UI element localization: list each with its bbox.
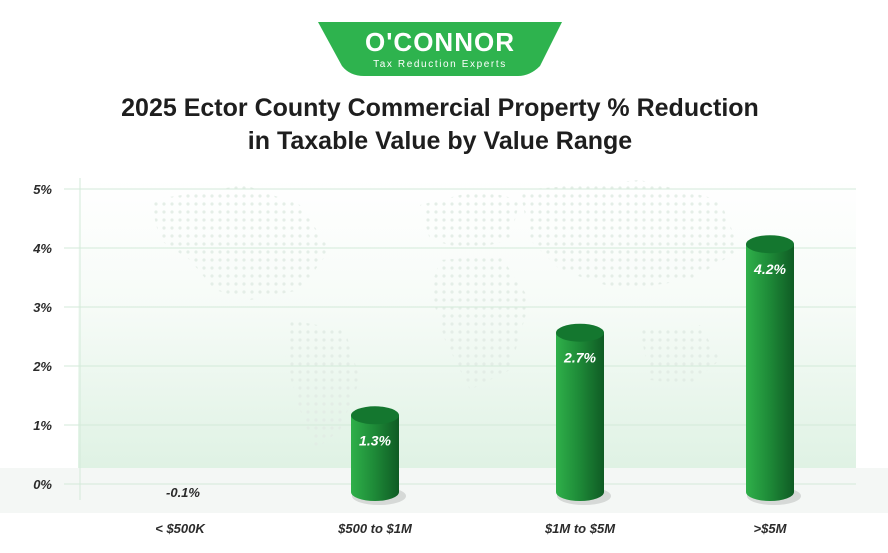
y-tick-label: 2% xyxy=(32,359,52,374)
bar-value-label: 1.3% xyxy=(359,432,391,448)
y-tick-label: 5% xyxy=(33,182,52,197)
x-category-label: >$5M xyxy=(754,521,788,536)
chart-title-line-2: in Taxable Value by Value Range xyxy=(248,127,633,155)
bar-value-label: -0.1% xyxy=(166,485,200,500)
y-tick-label: 3% xyxy=(33,300,52,315)
y-tick-label: 0% xyxy=(33,477,52,492)
bar-value-label: 2.7% xyxy=(563,350,596,366)
bar xyxy=(351,406,406,505)
x-category-label: $1M to $5M xyxy=(544,521,616,536)
x-category-label: < $500K xyxy=(155,521,206,536)
brand-name: O'CONNOR xyxy=(365,27,515,57)
floor-band xyxy=(0,468,888,513)
brand-tagline: Tax Reduction Experts xyxy=(373,59,507,70)
world-map-watermark xyxy=(150,180,740,450)
y-axis: 0% 1% 2% 3% 4% 5% xyxy=(32,182,52,492)
bars: -0.1% 1.3% 2.7% 4.2% xyxy=(166,235,801,505)
x-category-label: $500 to $1M xyxy=(337,521,413,536)
bar xyxy=(556,323,611,505)
y-tick-label: 4% xyxy=(32,241,52,256)
bar xyxy=(746,235,801,505)
x-axis-labels: < $500K $500 to $1M $1M to $5M >$5M xyxy=(155,521,787,536)
gridlines xyxy=(64,188,856,485)
bar-value-label: 4.2% xyxy=(753,261,786,277)
chart-title-line-1: 2025 Ector County Commercial Property % … xyxy=(121,94,759,122)
y-tick-label: 1% xyxy=(33,418,52,433)
brand-logo: O'CONNOR Tax Reduction Experts xyxy=(318,22,562,76)
